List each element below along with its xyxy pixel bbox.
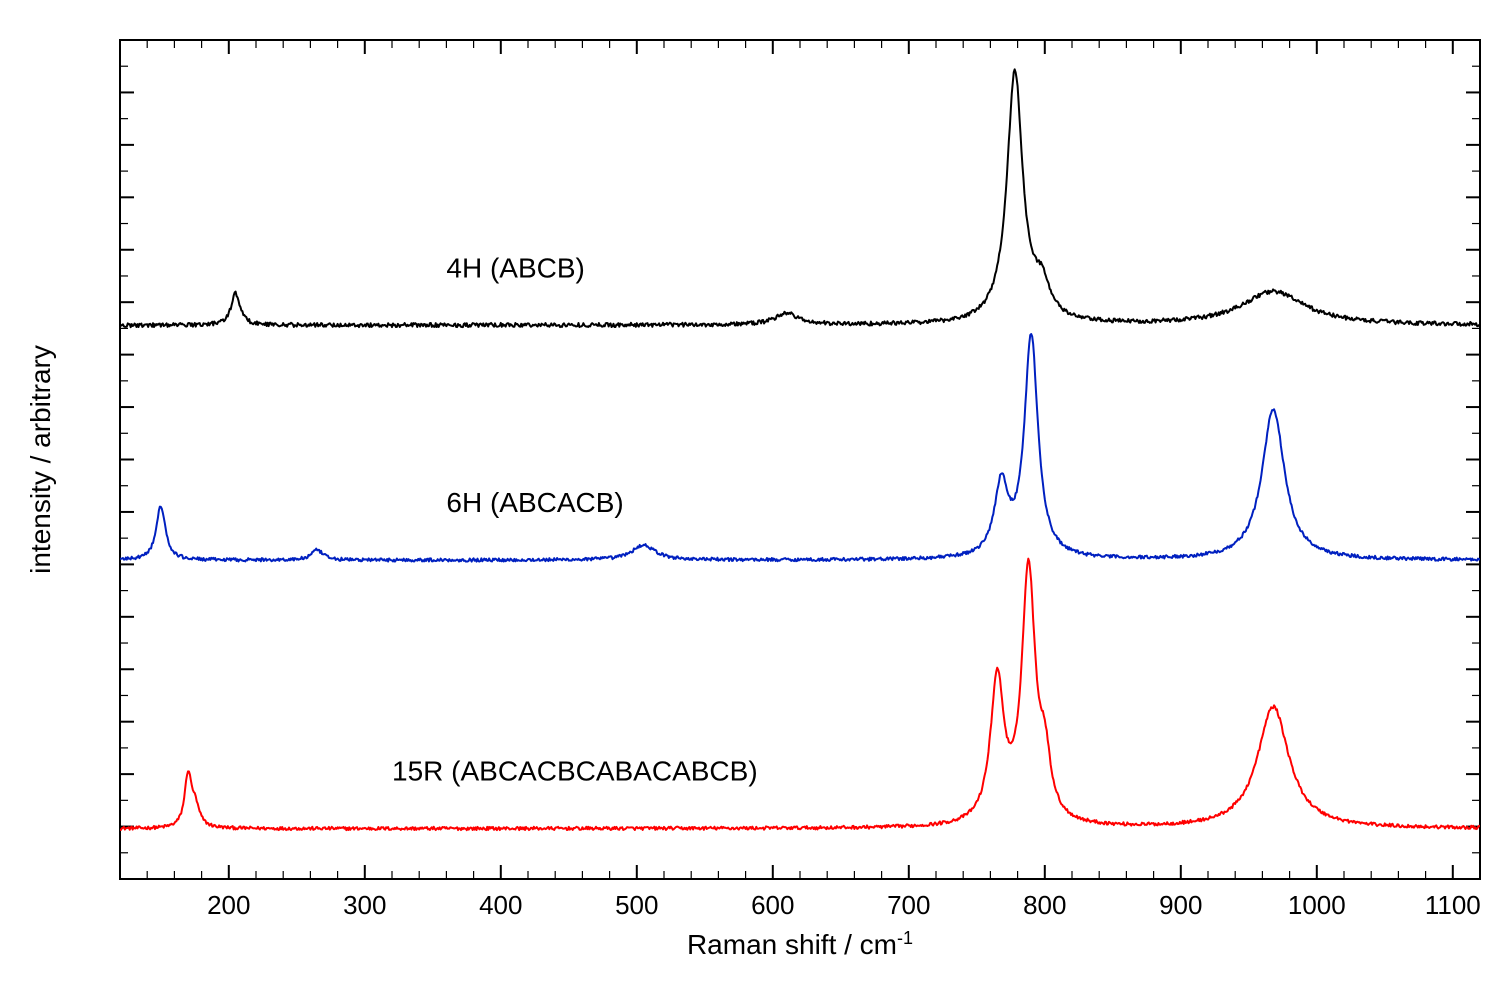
raman-spectra-chart: 200 300 400 500 600 700 800 900 1000 1100 Raman sh…: [0, 0, 1500, 989]
x-tick-label: 600: [751, 890, 794, 920]
x-tick-label: 800: [1023, 890, 1066, 920]
x-tick-label: 500: [615, 890, 658, 920]
trace-label-15R: 15R (ABCACBCABACABCB): [392, 756, 758, 787]
chart-svg: 200 300 400 500 600 700 800 900 1000 1100 Raman sh…: [0, 0, 1500, 989]
x-tick-label: 900: [1159, 890, 1202, 920]
x-tick-label: 200: [207, 890, 250, 920]
x-axis-label: Raman shift / cm-1: [687, 928, 913, 960]
trace-label-4H: 4H (ABCB): [446, 252, 584, 283]
x-tick-label: 700: [887, 890, 930, 920]
trace-label-6H: 6H (ABCACB): [446, 487, 623, 518]
x-tick-label: 400: [479, 890, 522, 920]
x-tick-label: 1000: [1288, 890, 1346, 920]
y-axis-label: intensity / arbitrary: [25, 345, 56, 574]
x-tick-label: 300: [343, 890, 386, 920]
x-tick-label: 1100: [1425, 890, 1481, 920]
